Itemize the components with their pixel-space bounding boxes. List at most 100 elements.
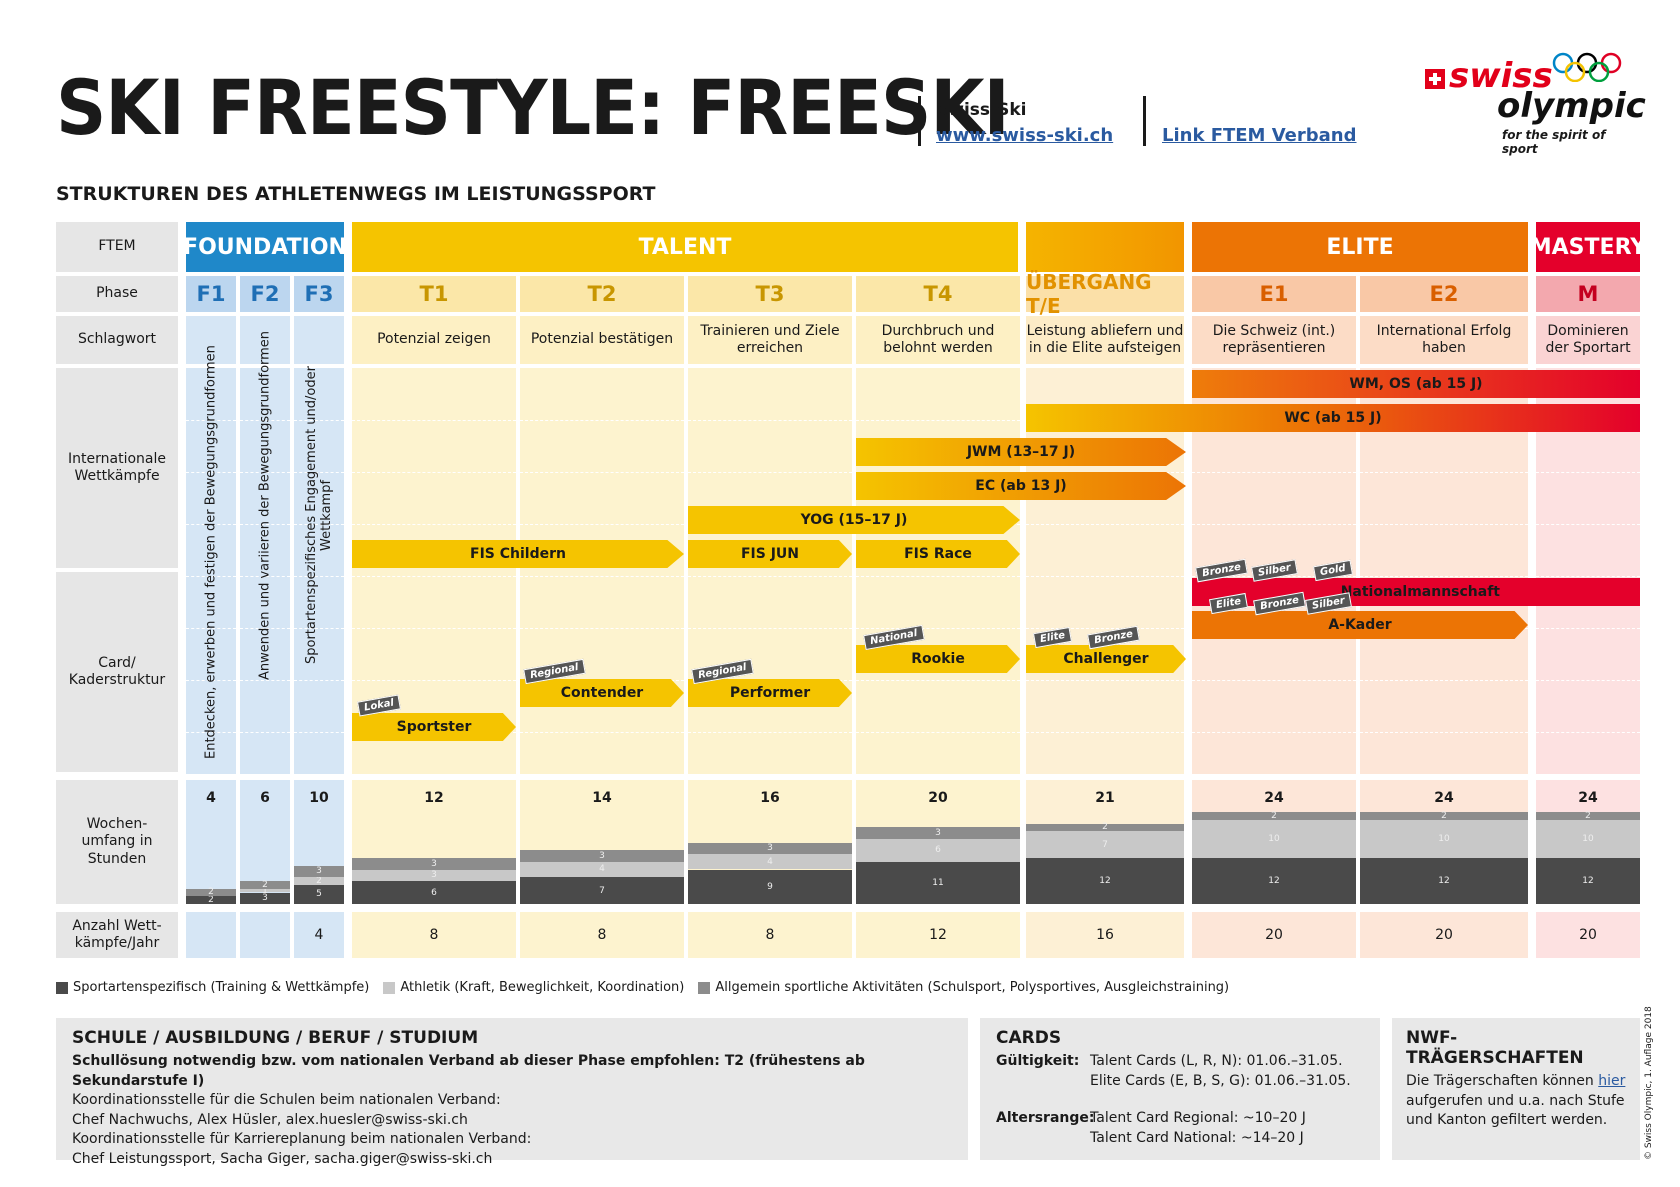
row-separator (186, 420, 236, 421)
row-separator (520, 524, 684, 525)
weekly-seg-ath: 10 (1192, 819, 1356, 858)
cards-age2: Talent Card National: ~14–20 J (1090, 1129, 1304, 1146)
nwf-text: Die Trägerschaften können hier aufgerufe… (1406, 1072, 1626, 1131)
row-separator (186, 732, 236, 733)
weekly-total-8: 24 (1264, 790, 1284, 806)
keyword-7: Leistung abliefern und in die Elite aufs… (1026, 316, 1184, 364)
weekly-seg-ath: 10 (1536, 819, 1640, 858)
row-separator (240, 472, 290, 473)
arrow-wm: WM, OS (ab 15 J) (1192, 370, 1640, 398)
comps-2: 4 (314, 927, 324, 943)
column-comps-bg-9 (1360, 912, 1528, 958)
weekly-seg-spec: 12 (1026, 858, 1184, 904)
weekly-total-2: 10 (309, 790, 329, 806)
row-separator (240, 628, 290, 629)
weekly-seg-gen: 3 (856, 827, 1020, 839)
row-label-card: Card/ Kaderstruktur (56, 572, 178, 772)
weekly-seg-gen: 2 (186, 887, 236, 897)
keyword-9: International Erfolg haben (1360, 316, 1528, 364)
keyword-10: Dominieren der Sportart (1536, 316, 1640, 364)
weekly-seg-gen: 2 (1192, 811, 1356, 821)
row-separator (520, 732, 684, 733)
row-separator (1026, 732, 1184, 733)
row-separator (688, 628, 852, 629)
nwf-link[interactable]: hier (1598, 1073, 1626, 1089)
row-separator (1360, 472, 1528, 473)
column-body-7 (1026, 368, 1184, 774)
row-separator (240, 420, 290, 421)
row-separator (856, 732, 1020, 733)
phase-7: ÜBERGANG T/E (1026, 270, 1184, 318)
school-title: SCHULE / AUSBILDUNG / BERUF / STUDIUM (72, 1028, 479, 1048)
row-separator (856, 680, 1020, 681)
keyword-1 (240, 316, 290, 364)
row-separator (294, 420, 344, 421)
weekly-seg-spec: 11 (856, 861, 1020, 904)
arrow-rookie: Rookie (856, 645, 1020, 673)
row-separator (1026, 680, 1184, 681)
arrow-jwm: JWM (13–17 J) (856, 438, 1186, 466)
row-separator (1026, 524, 1184, 525)
column-body-9 (1360, 368, 1528, 774)
cards-validity2: Elite Cards (E, B, S, G): 01.06.–31.05. (1090, 1072, 1351, 1089)
foundation-text-f1: Entdecken, erwerben und festigen der Bew… (203, 345, 219, 759)
row-label-weekly: Wochen-umfang in Stunden (56, 780, 178, 904)
weekly-seg-spec: 9 (688, 869, 852, 904)
row-separator (1192, 680, 1356, 681)
row-separator (856, 420, 1020, 421)
phase-9: E2 (1360, 276, 1528, 312)
weekly-seg-gen: 3 (352, 858, 516, 870)
arrow-performer: Performer (688, 679, 852, 707)
comps-7: 16 (1096, 927, 1114, 943)
logo-olympic-text: olympic (1497, 86, 1646, 126)
phase-1: F2 (240, 276, 290, 312)
row-label-comps: Anzahl Wett-kämpfe/Jahr (56, 912, 178, 958)
weekly-seg-ath: 1 (240, 886, 290, 896)
weekly-total-6: 20 (928, 790, 948, 806)
foundation-text-f3: Sportartenspezifisches Engagement und/od… (304, 366, 334, 664)
row-separator (688, 472, 852, 473)
copyright: © Swiss Olympic, 1. Auflage 2018 (1644, 1006, 1654, 1160)
row-separator (294, 524, 344, 525)
column-body-2 (294, 368, 344, 774)
ftem-link[interactable]: Link FTEM Verband (1162, 125, 1357, 146)
row-separator (520, 472, 684, 473)
comps-1 (240, 912, 290, 958)
phase-10: M (1536, 276, 1640, 312)
nwf-box: NWF-TRÄGERSCHAFTEN Die Trägerschaften kö… (1392, 1018, 1640, 1160)
row-separator (352, 524, 516, 525)
row-label-phase: Phase (56, 276, 178, 312)
row-separator (352, 628, 516, 629)
row-separator (1536, 524, 1640, 525)
keyword-3: Potenzial zeigen (352, 316, 516, 364)
row-label-keyword: Schlagwort (56, 316, 178, 364)
school-line1: Schullösung notwendig bzw. vom nationale… (72, 1053, 865, 1089)
row-separator (240, 732, 290, 733)
arrow-fis-race: FIS Race (856, 540, 1020, 568)
weekly-seg-ath: 4 (520, 861, 684, 878)
row-separator (520, 420, 684, 421)
org-website-link[interactable]: www.swiss-ski.ch (936, 125, 1114, 146)
column-weekly-bg-0 (186, 780, 236, 904)
row-separator (240, 524, 290, 525)
arrow-challenger: Challenger (1026, 645, 1186, 673)
row-separator (294, 732, 344, 733)
weekly-total-9: 24 (1434, 790, 1454, 806)
weekly-seg-spec: 12 (1192, 858, 1356, 904)
row-separator (1536, 576, 1640, 577)
keyword-5: Trainieren und Ziele erreichen (688, 316, 852, 364)
legend-swatch-spec (56, 981, 68, 994)
row-separator (1192, 732, 1356, 733)
row-separator (294, 680, 344, 681)
comps-5: 8 (765, 927, 775, 943)
weekly-total-0: 4 (206, 790, 216, 806)
row-separator (688, 576, 852, 577)
weekly-total-1: 6 (260, 790, 270, 806)
weekly-seg-spec: 7 (520, 877, 684, 904)
keyword-6: Durchbruch und belohnt werden (856, 316, 1020, 364)
comps-9: 20 (1435, 927, 1453, 943)
row-separator (186, 576, 236, 577)
column-body-5 (688, 368, 852, 774)
weekly-total-5: 16 (760, 790, 780, 806)
column-comps-bg-2 (294, 912, 344, 958)
